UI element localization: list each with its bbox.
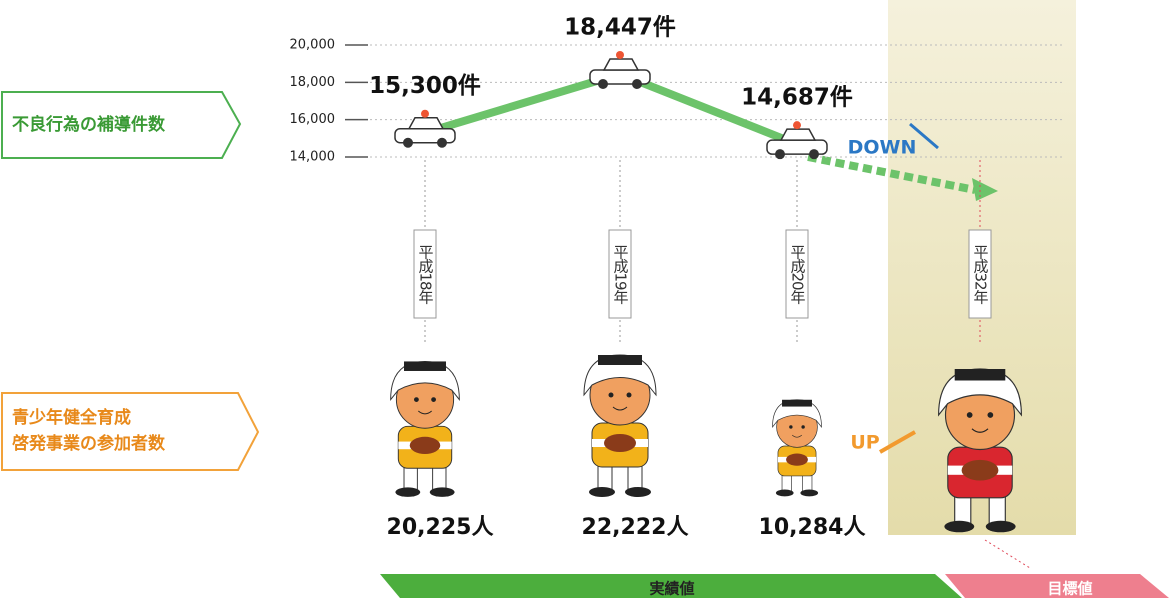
mascot-shoe	[589, 487, 615, 497]
mascot-shoe	[776, 490, 794, 497]
data-label: 10,284人	[759, 515, 866, 540]
y-tick-label: 18,000	[290, 75, 336, 90]
data-label: 18,447件	[564, 14, 676, 40]
annotation: UP	[850, 432, 879, 454]
mascot-shoe	[986, 521, 1016, 533]
data-label: 15,300件	[369, 73, 481, 99]
mascot-eye	[801, 425, 804, 428]
mascot-shoe	[800, 490, 818, 497]
y-tick-label: 20,000	[290, 38, 336, 53]
x-tick-label: 平成20年	[789, 244, 807, 304]
x-tick-label: 平成18年	[417, 244, 435, 304]
mascot-eye	[431, 397, 436, 402]
car-siren	[616, 51, 624, 59]
mascot-helmet-stripe	[404, 361, 446, 371]
car-wheel	[632, 79, 642, 89]
mascot-eye	[987, 412, 993, 418]
x-tick-label: 平成32年	[972, 244, 990, 304]
mascot-helmet-stripe	[782, 400, 812, 407]
car-roof	[604, 59, 638, 70]
mascot	[773, 400, 822, 497]
data-label: 20,225人	[387, 515, 494, 540]
mascot-eye	[789, 425, 792, 428]
car-marker	[590, 51, 650, 89]
legend-label: 不良行為の補導件数	[12, 112, 165, 138]
page: DOWN UP 実績値 目標値 14,000 16,000 18,000 20,000…	[0, 0, 1169, 598]
annotation: 実績値	[649, 580, 694, 598]
mascot-helmet-stripe	[955, 369, 1006, 381]
mascot-shoe	[625, 487, 651, 497]
car-roof	[409, 118, 443, 129]
car-roof	[781, 129, 815, 140]
data-label: 22,222人	[582, 515, 689, 540]
annotation: DOWN	[848, 137, 917, 159]
y-tick-label: 14,000	[290, 150, 336, 165]
guide-line	[985, 540, 1030, 568]
mascot	[584, 355, 656, 497]
chart: DOWN UP 実績値 目標値 14,000 16,000 18,000 20,000…	[0, 0, 1169, 598]
mascot-ball	[962, 460, 999, 481]
mascot	[391, 361, 460, 496]
mascot-ball	[410, 437, 441, 454]
car-wheel	[775, 149, 785, 159]
car-siren	[793, 121, 801, 129]
mascot-shoe	[430, 487, 455, 497]
car-siren	[421, 110, 429, 118]
data-label: 14,687件	[741, 85, 853, 111]
mascot-eye	[967, 412, 973, 418]
mascot-shoe	[944, 521, 974, 533]
mascot-eye	[627, 393, 632, 398]
car-wheel	[809, 149, 819, 159]
x-tick-label: 平成19年	[612, 244, 630, 304]
mascot-eye	[609, 393, 614, 398]
annotation: 目標値	[1047, 580, 1092, 598]
mascot-ball	[786, 454, 808, 466]
mascot-helmet-stripe	[598, 355, 642, 365]
car-wheel	[598, 79, 608, 89]
legend-label: 青少年健全育成 啓発事業の参加者数	[12, 405, 165, 457]
car-wheel	[403, 138, 413, 148]
mascot-ball	[604, 434, 636, 452]
car-marker	[395, 110, 455, 148]
mascot-shoe	[395, 487, 420, 497]
car-wheel	[437, 138, 447, 148]
car-marker	[767, 121, 827, 159]
y-tick-label: 16,000	[290, 112, 336, 127]
mascot-eye	[414, 397, 419, 402]
